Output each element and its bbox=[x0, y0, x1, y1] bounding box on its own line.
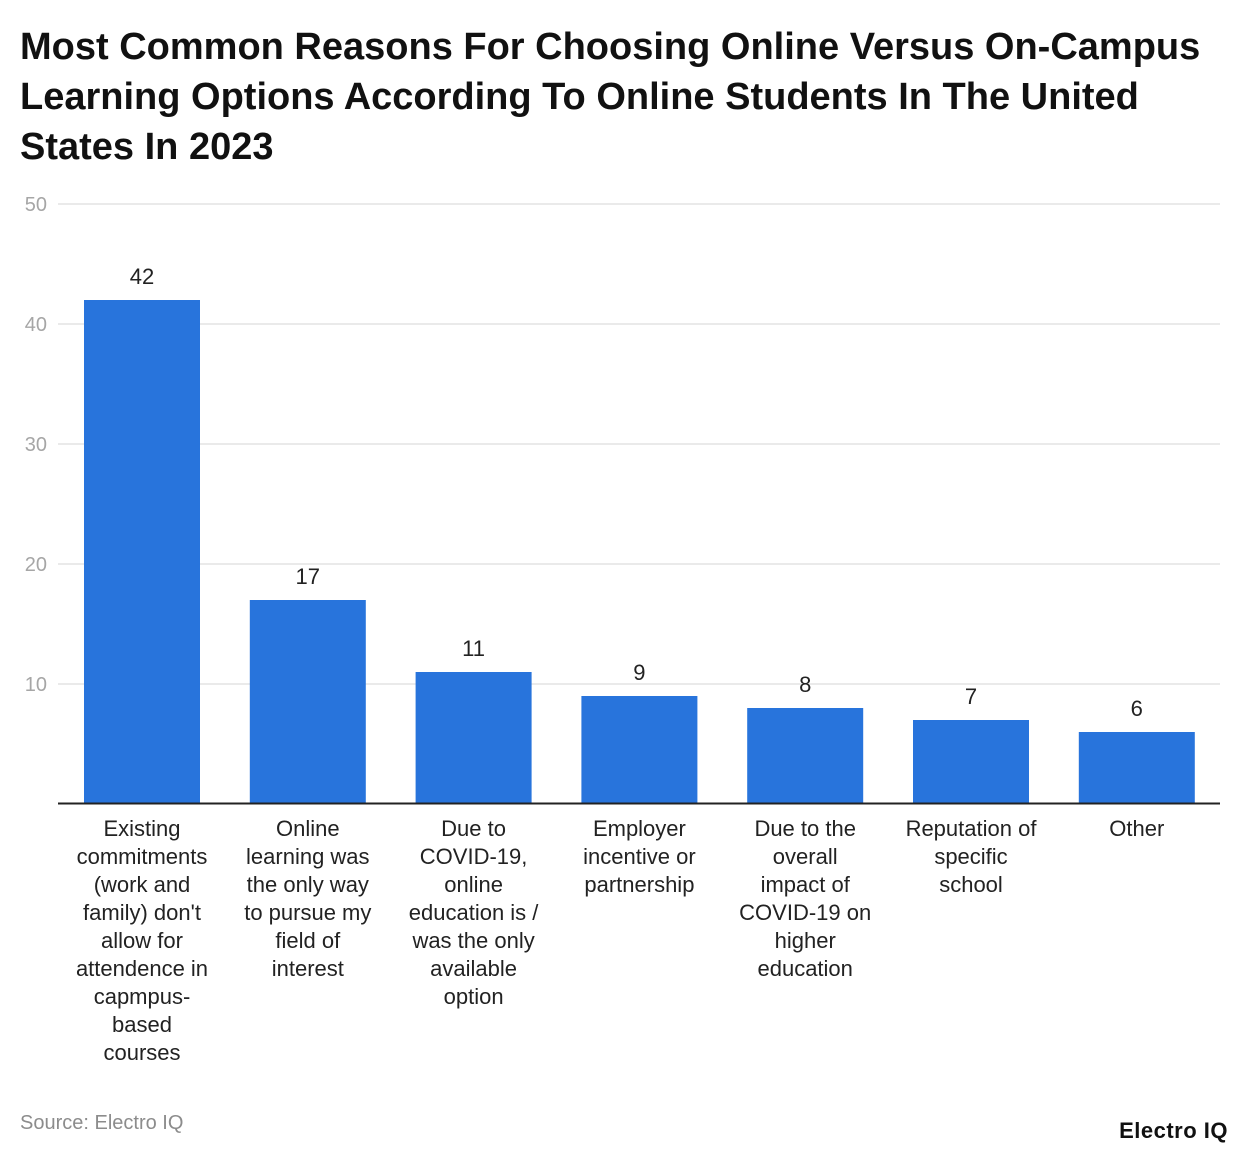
category-labels: Existing commitments (work and family) don'… bbox=[76, 816, 1164, 1065]
category-label-line: Existing bbox=[103, 816, 180, 841]
value-label: 7 bbox=[965, 684, 977, 709]
category-label-line: the only way bbox=[247, 872, 369, 897]
category-label-line: (work and bbox=[94, 872, 191, 897]
value-label: 11 bbox=[462, 636, 485, 661]
category-label-line: commitments bbox=[77, 844, 208, 869]
category-label: Due to the overall impact of COVID-19 on hig… bbox=[739, 816, 871, 981]
category-label-line: courses bbox=[103, 1040, 180, 1065]
category-label-line: to pursue my bbox=[244, 900, 371, 925]
gridlines bbox=[58, 203, 1220, 685]
brand-logo: Electro IQ bbox=[1119, 1118, 1228, 1143]
category-label-line: school bbox=[939, 872, 1003, 897]
y-tick-label: 40 bbox=[25, 314, 47, 336]
category-label: Employer incentive or partnership bbox=[583, 816, 696, 897]
value-label: 8 bbox=[799, 672, 811, 697]
category-label-line: option bbox=[444, 984, 504, 1009]
bar bbox=[249, 600, 366, 804]
value-label: 6 bbox=[1131, 696, 1143, 721]
category-label-line: incentive or bbox=[583, 844, 696, 869]
category-label-line: overall bbox=[773, 844, 838, 869]
category-label: Existing commitments (work and family) don'… bbox=[76, 816, 208, 1065]
category-label-line: COVID-19, bbox=[420, 844, 528, 869]
category-label-line: impact of bbox=[761, 872, 851, 897]
category-label-line: allow for bbox=[101, 928, 183, 953]
bar bbox=[581, 696, 698, 804]
bars bbox=[84, 300, 1195, 804]
y-tick-label: 50 bbox=[25, 194, 47, 216]
category-label-line: education bbox=[757, 956, 852, 981]
bar bbox=[747, 708, 864, 804]
y-axis-ticks: 10 20 30 40 50 bbox=[25, 194, 47, 696]
category-label-line: attendence in bbox=[76, 956, 208, 981]
category-label-line: Employer bbox=[593, 816, 686, 841]
category-label-line: Reputation of bbox=[906, 816, 1038, 841]
bar bbox=[84, 300, 200, 804]
category-label-line: Due to bbox=[441, 816, 506, 841]
category-label: Other bbox=[1109, 816, 1164, 841]
category-label-line: Due to the bbox=[754, 816, 856, 841]
category-label: Due to COVID-19, online education is / was t… bbox=[409, 816, 540, 1009]
category-label-line: capmpus- bbox=[94, 984, 191, 1009]
category-label-line: available bbox=[430, 956, 517, 981]
source-note: Source: Electro IQ bbox=[20, 1112, 184, 1134]
category-label-line: partnership bbox=[584, 872, 694, 897]
category-label-line: based bbox=[112, 1012, 172, 1037]
category-label-line: family) don't bbox=[83, 900, 201, 925]
category-label-line: higher bbox=[775, 928, 836, 953]
category-label: Reputation of specific school bbox=[906, 816, 1038, 897]
category-label-line: learning was bbox=[246, 844, 370, 869]
value-label: 9 bbox=[633, 660, 645, 685]
value-label: 42 bbox=[130, 264, 154, 289]
bar bbox=[1078, 732, 1195, 804]
y-tick-label: 30 bbox=[25, 434, 47, 456]
y-tick-label: 10 bbox=[25, 674, 47, 696]
category-label-line: Other bbox=[1109, 816, 1164, 841]
category-label-line: field of bbox=[275, 928, 341, 953]
bar bbox=[415, 672, 532, 804]
category-label-line: education is / bbox=[409, 900, 540, 925]
y-tick-label: 20 bbox=[25, 554, 47, 576]
chart-title: Most Common Reasons For Choosing Online … bbox=[20, 26, 1201, 168]
category-label-line: was the only bbox=[411, 928, 534, 953]
value-labels: 42 17 11 9 8 7 6 bbox=[130, 264, 1143, 721]
category-label-line: interest bbox=[272, 956, 344, 981]
category-label-line: COVID-19 on bbox=[739, 900, 871, 925]
category-label: Online learning was the only way to pursue … bbox=[244, 816, 371, 981]
value-label: 17 bbox=[296, 564, 320, 589]
category-label-line: online bbox=[444, 872, 503, 897]
bar bbox=[913, 720, 1029, 804]
category-label-line: specific bbox=[934, 844, 1007, 869]
bar-chart: 10 20 30 40 50 42 17 11 9 8 7 6 Existing commitment… bbox=[25, 194, 1220, 1065]
category-label-line: Online bbox=[276, 816, 340, 841]
